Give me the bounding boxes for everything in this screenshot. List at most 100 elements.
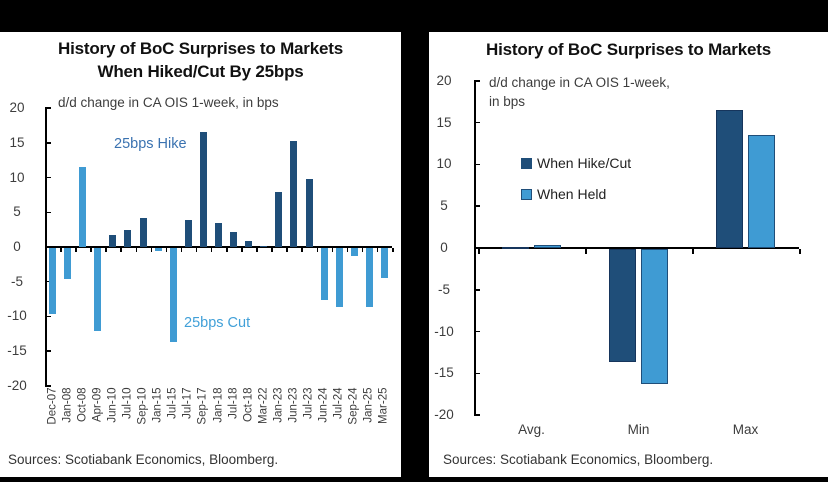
y-tick-label: -10: [434, 323, 454, 339]
y-tick-label: -5: [10, 273, 23, 289]
x-tick-label: Jun-23: [287, 387, 300, 423]
bar: [64, 248, 72, 280]
y-axis-tick: [45, 142, 51, 144]
x-axis-tick: [226, 248, 228, 252]
y-axis-tick: [474, 121, 480, 124]
bar: [641, 249, 668, 385]
legend-label-held: When Held: [537, 186, 607, 202]
x-tick-label: Oct-18: [242, 387, 255, 423]
bar: [94, 248, 102, 332]
x-tick-label: Sep-10: [136, 387, 149, 425]
y-tick-label: 10: [436, 156, 452, 172]
bar: [79, 167, 87, 247]
x-tick-label: Jan-18: [212, 387, 224, 423]
x-axis-tick: [478, 249, 480, 254]
bar: [215, 223, 222, 247]
bar: [350, 248, 358, 257]
left-chart-title-line1: History of BoC Surprises to Markets: [58, 39, 343, 58]
x-axis-tick: [271, 248, 273, 252]
x-axis-tick: [180, 248, 183, 252]
right-chart-title: History of BoC Surprises to Markets: [486, 40, 771, 59]
x-axis-tick: [346, 248, 349, 252]
x-axis-tick: [60, 248, 62, 252]
x-tick-label: Jul-17: [181, 387, 194, 419]
y-tick-label: -15: [7, 343, 27, 359]
bar: [245, 241, 253, 247]
y-tick-label: -5: [437, 281, 450, 297]
x-axis-tick: [135, 248, 138, 252]
y-axis-tick: [45, 107, 51, 109]
left-chart-panel: History of BoC Surprises to Markets When…: [0, 32, 401, 477]
y-axis-tick: [474, 205, 480, 207]
x-axis-tick: [301, 248, 303, 252]
y-tick-label: 5: [13, 204, 21, 220]
x-axis-tick: [392, 248, 394, 252]
x-axis-tick: [241, 248, 243, 252]
x-tick-label: Jul-24: [332, 387, 345, 419]
bar: [260, 246, 268, 247]
bar: [365, 248, 373, 307]
y-axis-tick: [474, 414, 480, 416]
y-axis-tick: [474, 289, 480, 291]
y-axis-tick: [474, 163, 480, 166]
bar: [290, 140, 298, 247]
x-axis-tick: [361, 248, 364, 252]
y-tick-label: -20: [7, 377, 27, 393]
legend-item-hike-cut: When Hike/Cut: [521, 155, 631, 171]
y-tick-label: 15: [9, 134, 25, 150]
bar: [609, 249, 636, 362]
y-axis-tick: [45, 350, 51, 352]
right-chart-panel: History of BoC Surprises to Markets d/d …: [429, 32, 828, 477]
right-axis-note-line1: d/d change in CA OIS 1-week,: [489, 75, 670, 90]
x-axis-line: [45, 246, 392, 248]
legend-swatch-held-icon: [521, 188, 532, 200]
x-axis-tick: [585, 249, 587, 254]
y-tick-label: 15: [436, 114, 452, 130]
legend-swatch-hike-cut-icon: [521, 157, 532, 169]
y-tick-label: 20: [9, 100, 25, 116]
y-axis-tick: [45, 211, 51, 214]
bar: [275, 192, 283, 247]
y-tick-label: 0: [13, 239, 21, 254]
x-axis-tick: [210, 248, 213, 252]
y-axis-tick: [474, 372, 480, 375]
x-axis-tick: [256, 248, 258, 252]
right-sources: Sources: Scotiabank Economics, Bloomberg…: [443, 452, 714, 467]
bar: [748, 135, 775, 248]
x-axis-tick: [150, 248, 153, 252]
y-tick-label: 5: [440, 198, 448, 214]
bar: [199, 132, 207, 247]
bar: [335, 248, 343, 307]
bar: [716, 110, 743, 248]
x-axis-tick: [45, 248, 47, 252]
x-tick-label: Jul-18: [227, 387, 240, 419]
y-axis-tick: [45, 176, 51, 179]
x-tick-label: Apr-09: [91, 387, 104, 423]
bar: [124, 229, 132, 247]
x-tick-label: Jun-10: [106, 387, 119, 423]
x-axis-tick: [799, 249, 801, 254]
legend-label-hike-cut: When Hike/Cut: [537, 155, 632, 171]
x-axis-tick: [331, 248, 334, 252]
category-label: Max: [732, 422, 759, 437]
x-tick-label: Jan-15: [151, 387, 164, 423]
category-label: Min: [627, 422, 650, 437]
x-tick-label: Jun-24: [317, 387, 330, 423]
x-tick-label: Jul-23: [302, 387, 315, 419]
x-axis-tick: [316, 248, 319, 252]
x-tick-label: Dec-07: [46, 387, 59, 425]
x-tick-label: Jul-15: [166, 387, 179, 419]
y-axis-tick: [474, 80, 480, 82]
y-axis-tick: [474, 330, 480, 333]
bar: [230, 231, 238, 247]
y-axis-tick: [45, 280, 51, 283]
x-axis-tick: [692, 249, 694, 254]
x-axis-tick: [195, 248, 198, 252]
y-tick-label: 0: [440, 240, 448, 255]
y-tick-label: 10: [9, 169, 25, 185]
x-axis-tick: [90, 248, 92, 252]
bar: [502, 247, 529, 249]
bar: [109, 235, 117, 247]
y-tick-label: -15: [434, 365, 454, 381]
